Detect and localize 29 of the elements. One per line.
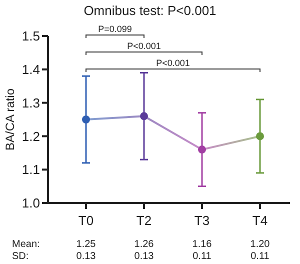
point — [140, 112, 148, 120]
y-tick-label: 1.5 — [22, 28, 40, 44]
text: SD: — [12, 251, 29, 262]
x-tick-label: T3 — [194, 213, 210, 228]
point — [82, 116, 90, 124]
text: 0.11 — [250, 251, 270, 262]
x-tick-label: T4 — [252, 213, 268, 228]
y-tick-label: 1.4 — [22, 62, 40, 78]
annotation: P<0.001 — [156, 58, 190, 68]
data-label: 1.20 — [250, 239, 270, 250]
chart-title: Omnibus test: P<0.001 — [84, 3, 216, 18]
data-label: 1.26 — [134, 239, 154, 250]
point — [256, 132, 264, 140]
y-tick-label: 1.3 — [22, 95, 40, 110]
y-tick-label: 1.2 — [22, 128, 40, 144]
text: P=0.099 — [98, 24, 132, 34]
text: Mean: — [12, 239, 40, 250]
text: 0.13 — [76, 251, 96, 262]
text: 0.11 — [192, 251, 212, 262]
y-tick-label: 1.0 — [22, 196, 40, 211]
y-tick-label: 1.1 — [22, 162, 40, 178]
text: 0.13 — [134, 251, 154, 262]
annotation: P<0.001 — [127, 41, 161, 51]
point — [198, 146, 206, 154]
x-tick-label: T0 — [78, 213, 94, 228]
data-label: 1.25 — [76, 239, 96, 250]
data-label: 1.16 — [192, 239, 212, 250]
y-axis-title: BA/CA ratio — [3, 88, 17, 151]
x-tick-label: T2 — [136, 213, 152, 228]
